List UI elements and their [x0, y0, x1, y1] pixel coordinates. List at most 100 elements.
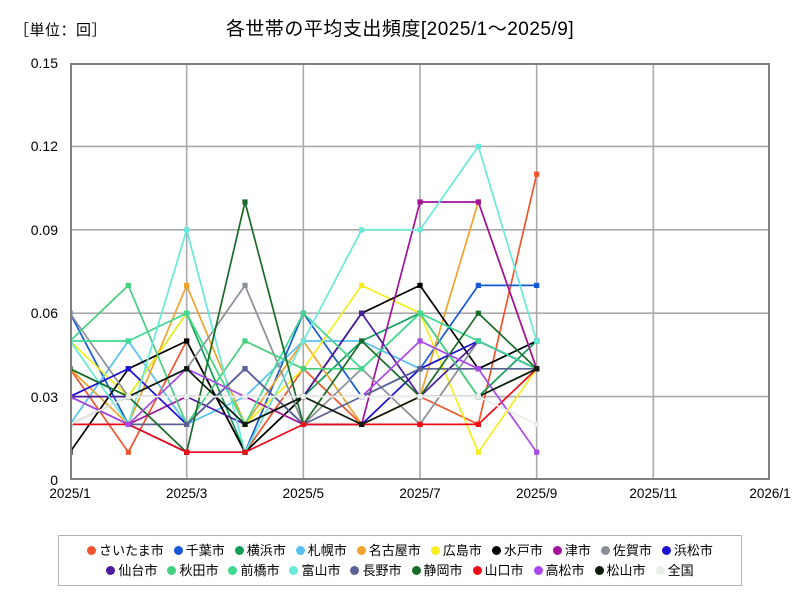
- series-marker: [359, 282, 365, 288]
- series-marker: [359, 227, 365, 233]
- legend-color-swatch-icon: [655, 565, 665, 575]
- series-marker: [184, 338, 190, 344]
- legend-color-swatch-icon: [661, 545, 671, 555]
- series-marker: [475, 421, 481, 427]
- series-marker: [242, 449, 248, 455]
- series-marker: [534, 421, 540, 427]
- x-tick-label: 2025/7: [399, 486, 441, 501]
- legend-item[interactable]: 富山市: [289, 564, 340, 577]
- y-tick-label: 0.12: [30, 138, 58, 155]
- series-marker: [359, 310, 365, 316]
- legend-label: 水戸市: [503, 542, 543, 558]
- legend-item[interactable]: 名古屋市: [356, 542, 421, 558]
- legend-color-swatch-icon: [491, 545, 501, 555]
- legend-item[interactable]: 高松市: [533, 562, 585, 578]
- series-marker: [242, 394, 248, 400]
- legend-item[interactable]: 横浜市: [234, 544, 286, 557]
- legend-label: 山口市: [484, 562, 524, 578]
- legend-color-swatch-icon: [600, 545, 610, 555]
- series-marker: [417, 282, 423, 288]
- legend-item[interactable]: 松山市: [594, 562, 646, 578]
- series-marker: [184, 366, 190, 372]
- series-marker: [242, 366, 248, 372]
- legend-color-swatch-icon: [228, 565, 238, 575]
- series-marker: [417, 421, 423, 427]
- series-marker: [534, 282, 540, 288]
- legend-color-swatch-icon: [533, 565, 543, 575]
- legend-color-swatch-icon: [173, 545, 183, 555]
- legend-color-swatch-icon: [430, 545, 440, 555]
- legend-item[interactable]: 長野市: [350, 562, 402, 578]
- series-marker: [184, 449, 190, 455]
- legend-label: 浜松市: [673, 542, 713, 558]
- series-marker: [242, 421, 248, 427]
- series-marker: [300, 338, 306, 344]
- legend-item[interactable]: 浜松市: [661, 542, 713, 558]
- legend-item[interactable]: 津市: [552, 542, 591, 558]
- series-marker: [475, 338, 481, 344]
- legend-label: 長野市: [362, 562, 402, 578]
- legend-item[interactable]: 佐賀市: [600, 544, 652, 557]
- y-tick-label: 0.03: [30, 388, 58, 405]
- legend-row-2: 仙台市 秋田市 前橋市 富山市 長野市 静岡市 山口市 高松市 松山市 全国: [65, 560, 735, 580]
- x-tick-label: 2025/9: [516, 486, 558, 501]
- series-marker: [475, 282, 481, 288]
- series-marker: [125, 394, 131, 400]
- series-marker: [417, 199, 423, 205]
- series-marker: [417, 394, 423, 400]
- legend-label: 千葉市: [185, 542, 225, 558]
- series-marker: [475, 366, 481, 372]
- series-marker: [125, 449, 131, 455]
- y-tick-label: 0.06: [30, 305, 58, 322]
- legend-label: 津市: [564, 542, 591, 558]
- series-marker: [125, 421, 131, 427]
- legend-item[interactable]: 千葉市: [173, 542, 225, 558]
- series-marker: [300, 310, 306, 316]
- series-marker: [242, 282, 248, 288]
- series-marker: [359, 366, 365, 372]
- x-tick-label: 2025/5: [282, 486, 324, 501]
- legend-color-swatch-icon: [552, 545, 562, 555]
- series-marker: [475, 394, 481, 400]
- legend-item[interactable]: 秋田市: [167, 564, 218, 577]
- series-marker: [359, 421, 365, 427]
- series-marker: [534, 366, 540, 372]
- series-marker: [184, 394, 190, 400]
- series-marker: [300, 366, 306, 372]
- plot-area: [70, 63, 770, 480]
- legend-color-swatch-icon: [594, 565, 604, 575]
- plot-frame: [70, 63, 770, 480]
- legend-item[interactable]: 札幌市: [295, 544, 347, 557]
- legend-color-swatch-icon: [167, 565, 177, 575]
- y-tick-label: 0.09: [30, 221, 58, 238]
- legend-label: 高松市: [545, 562, 585, 578]
- series-marker: [184, 282, 190, 288]
- legend-label: 松山市: [606, 562, 646, 578]
- legend-color-swatch-icon: [106, 565, 116, 575]
- legend-color-swatch-icon: [87, 545, 97, 555]
- legend-item[interactable]: 広島市: [430, 544, 482, 557]
- series-marker: [184, 227, 190, 233]
- y-tick-label: 0.15: [30, 55, 58, 71]
- series-marker: [534, 171, 540, 177]
- legend-color-swatch-icon: [234, 545, 244, 555]
- legend-item[interactable]: 静岡市: [411, 564, 463, 577]
- legend-color-swatch-icon: [289, 565, 299, 575]
- series-marker: [184, 310, 190, 316]
- series-marker: [475, 143, 481, 149]
- chart-canvas: [70, 63, 770, 480]
- series-marker: [475, 449, 481, 455]
- legend-item[interactable]: 水戸市: [491, 542, 543, 558]
- legend-label: 名古屋市: [368, 542, 421, 558]
- legend-item[interactable]: 前橋市: [228, 564, 279, 577]
- legend-item[interactable]: 山口市: [472, 562, 524, 578]
- legend: さいたま市 千葉市 横浜市 札幌市 名古屋市 広島市 水戸市 津市 佐賀市 浜松市 仙台市 秋田市 前…: [58, 535, 742, 586]
- series-marker: [184, 421, 190, 427]
- legend-item[interactable]: 仙台市: [106, 564, 157, 577]
- legend-item[interactable]: 全国: [655, 564, 694, 577]
- series-marker: [359, 394, 365, 400]
- legend-item[interactable]: さいたま市: [87, 544, 164, 557]
- series-marker: [417, 310, 423, 316]
- y-tick-label: 0: [50, 472, 58, 488]
- legend-color-swatch-icon: [350, 565, 360, 575]
